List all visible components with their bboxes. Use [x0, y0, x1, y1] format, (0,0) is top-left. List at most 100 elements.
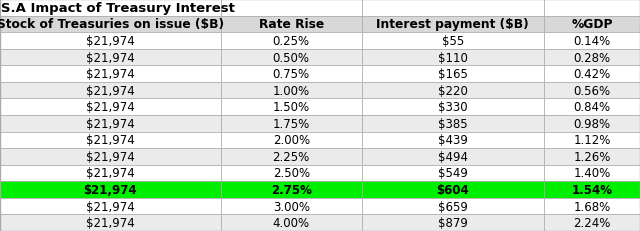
Text: %GDP: %GDP: [572, 18, 612, 31]
Text: 1.40%: 1.40%: [573, 167, 611, 180]
Text: 1.68%: 1.68%: [573, 200, 611, 213]
Bar: [0, 215, 221, 231]
Bar: [544, 99, 640, 116]
Bar: [362, 215, 544, 231]
Text: $330: $330: [438, 101, 468, 114]
Bar: [362, 16, 544, 33]
Bar: [362, 149, 544, 165]
Bar: [544, 182, 640, 198]
Text: $21,974: $21,974: [86, 134, 135, 147]
Bar: [362, 49, 544, 66]
Bar: [362, 0, 544, 16]
Bar: [362, 116, 544, 132]
Bar: [544, 132, 640, 149]
Bar: [0, 66, 221, 82]
Text: Rate Rise: Rate Rise: [259, 18, 324, 31]
Bar: [0, 99, 221, 116]
Bar: [0, 16, 221, 33]
Text: 1.75%: 1.75%: [273, 117, 310, 130]
Text: 2.25%: 2.25%: [273, 150, 310, 163]
Bar: [221, 49, 362, 66]
Bar: [0, 132, 221, 149]
Bar: [221, 99, 362, 116]
Text: $21,974: $21,974: [86, 51, 135, 64]
Bar: [362, 182, 544, 198]
Text: $21,974: $21,974: [86, 150, 135, 163]
Bar: [221, 82, 362, 99]
Bar: [544, 215, 640, 231]
Text: 1.00%: 1.00%: [273, 84, 310, 97]
Text: $494: $494: [438, 150, 468, 163]
Bar: [544, 0, 640, 16]
Text: U.S.A Impact of Treasury Interest: U.S.A Impact of Treasury Interest: [0, 2, 236, 15]
Bar: [544, 149, 640, 165]
Text: 0.14%: 0.14%: [573, 35, 611, 48]
Bar: [544, 116, 640, 132]
Text: $659: $659: [438, 200, 468, 213]
Text: Interest payment ($B): Interest payment ($B): [376, 18, 529, 31]
Bar: [221, 149, 362, 165]
Text: $110: $110: [438, 51, 468, 64]
Text: 4.00%: 4.00%: [273, 216, 310, 229]
Bar: [221, 182, 362, 198]
Bar: [221, 16, 362, 33]
Text: 0.98%: 0.98%: [573, 117, 611, 130]
Text: Stock of Treasuries on issue ($B): Stock of Treasuries on issue ($B): [0, 18, 224, 31]
Bar: [544, 49, 640, 66]
Bar: [544, 16, 640, 33]
Bar: [0, 0, 221, 16]
Bar: [0, 49, 221, 66]
Text: 0.56%: 0.56%: [573, 84, 611, 97]
Text: 2.24%: 2.24%: [573, 216, 611, 229]
Text: $385: $385: [438, 117, 468, 130]
Bar: [544, 33, 640, 49]
Bar: [0, 33, 221, 49]
Bar: [362, 99, 544, 116]
Text: 0.84%: 0.84%: [573, 101, 611, 114]
Text: $21,974: $21,974: [86, 216, 135, 229]
Bar: [221, 132, 362, 149]
Bar: [221, 198, 362, 215]
Text: 2.00%: 2.00%: [273, 134, 310, 147]
Text: 1.12%: 1.12%: [573, 134, 611, 147]
Text: 2.75%: 2.75%: [271, 183, 312, 196]
Text: 3.00%: 3.00%: [273, 200, 310, 213]
Text: $21,974: $21,974: [86, 68, 135, 81]
Bar: [362, 66, 544, 82]
Text: 1.26%: 1.26%: [573, 150, 611, 163]
Bar: [221, 215, 362, 231]
Text: $165: $165: [438, 68, 468, 81]
Text: $55: $55: [442, 35, 464, 48]
Bar: [221, 116, 362, 132]
Text: 2.50%: 2.50%: [273, 167, 310, 180]
Text: 0.50%: 0.50%: [273, 51, 310, 64]
Text: $21,974: $21,974: [86, 117, 135, 130]
Bar: [221, 165, 362, 182]
Text: $21,974: $21,974: [84, 183, 137, 196]
Text: $549: $549: [438, 167, 468, 180]
Text: 0.42%: 0.42%: [573, 68, 611, 81]
Text: $21,974: $21,974: [86, 167, 135, 180]
Text: $220: $220: [438, 84, 468, 97]
Bar: [221, 0, 362, 16]
Text: $21,974: $21,974: [86, 84, 135, 97]
Bar: [544, 66, 640, 82]
Bar: [0, 116, 221, 132]
Bar: [362, 33, 544, 49]
Bar: [362, 198, 544, 215]
Bar: [0, 198, 221, 215]
Bar: [362, 82, 544, 99]
Text: $21,974: $21,974: [86, 101, 135, 114]
Bar: [362, 165, 544, 182]
Text: 0.25%: 0.25%: [273, 35, 310, 48]
Text: 0.75%: 0.75%: [273, 68, 310, 81]
Text: $879: $879: [438, 216, 468, 229]
Text: 1.50%: 1.50%: [273, 101, 310, 114]
Text: 1.54%: 1.54%: [572, 183, 612, 196]
Text: 0.28%: 0.28%: [573, 51, 611, 64]
Bar: [544, 82, 640, 99]
Text: $21,974: $21,974: [86, 200, 135, 213]
Bar: [0, 165, 221, 182]
Bar: [221, 66, 362, 82]
Bar: [221, 33, 362, 49]
